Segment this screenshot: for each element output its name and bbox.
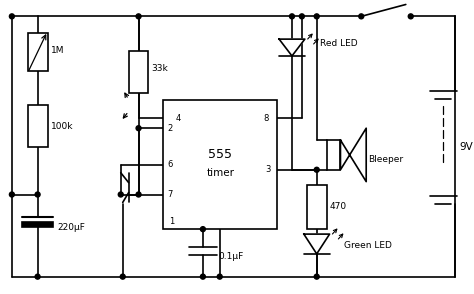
Circle shape bbox=[201, 274, 205, 279]
Circle shape bbox=[290, 14, 294, 19]
Circle shape bbox=[359, 14, 364, 19]
Circle shape bbox=[136, 14, 141, 19]
Circle shape bbox=[35, 192, 40, 197]
Circle shape bbox=[120, 274, 125, 279]
Text: 470: 470 bbox=[329, 202, 346, 211]
Circle shape bbox=[136, 126, 141, 131]
Text: Green LED: Green LED bbox=[345, 241, 392, 250]
Bar bbox=[27, 106, 47, 147]
Circle shape bbox=[118, 192, 123, 197]
Text: 3: 3 bbox=[265, 165, 271, 174]
Circle shape bbox=[9, 192, 14, 197]
Circle shape bbox=[9, 14, 14, 19]
Circle shape bbox=[314, 14, 319, 19]
Text: 220μF: 220μF bbox=[57, 223, 85, 232]
Circle shape bbox=[408, 14, 413, 19]
Circle shape bbox=[136, 192, 141, 197]
Bar bbox=[327, 140, 340, 170]
Polygon shape bbox=[340, 128, 366, 182]
Text: 8: 8 bbox=[263, 114, 269, 123]
Bar bbox=[22, 222, 54, 227]
Bar bbox=[27, 33, 47, 71]
Circle shape bbox=[314, 167, 319, 172]
Bar bbox=[307, 185, 327, 229]
Circle shape bbox=[35, 274, 40, 279]
Bar bbox=[164, 101, 277, 229]
Circle shape bbox=[314, 274, 319, 279]
Circle shape bbox=[201, 227, 205, 232]
Text: 100k: 100k bbox=[50, 122, 73, 131]
Text: 1M: 1M bbox=[50, 46, 64, 56]
Text: 9V: 9V bbox=[459, 142, 473, 152]
Polygon shape bbox=[304, 234, 329, 254]
Text: timer: timer bbox=[206, 168, 234, 178]
Text: 33k: 33k bbox=[151, 64, 168, 73]
Polygon shape bbox=[279, 39, 305, 56]
Text: 6: 6 bbox=[167, 160, 173, 169]
Circle shape bbox=[217, 274, 222, 279]
Text: Red LED: Red LED bbox=[319, 39, 357, 48]
Text: Bleeper: Bleeper bbox=[368, 155, 403, 164]
Text: 1: 1 bbox=[169, 217, 174, 226]
Text: 7: 7 bbox=[167, 190, 173, 199]
Bar bbox=[128, 51, 148, 93]
Text: 0.1μF: 0.1μF bbox=[219, 252, 244, 261]
Circle shape bbox=[300, 14, 304, 19]
Text: 555: 555 bbox=[208, 148, 232, 161]
Text: 2: 2 bbox=[167, 124, 173, 133]
Text: 4: 4 bbox=[175, 114, 181, 123]
